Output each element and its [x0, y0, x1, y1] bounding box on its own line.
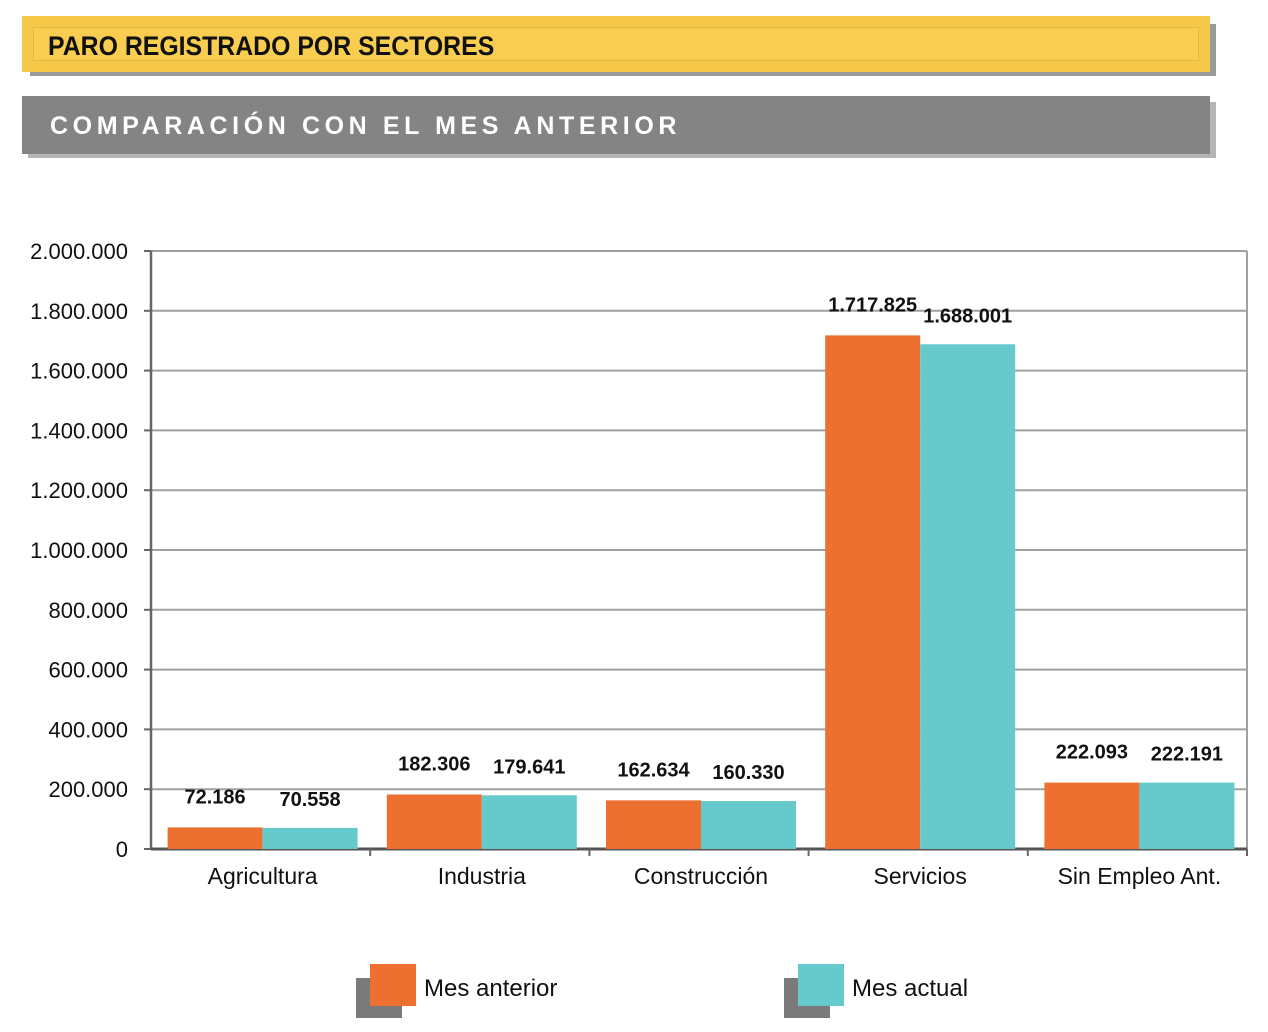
- bar-mes-actual: [920, 344, 1016, 849]
- bar-mes-actual: [481, 795, 577, 849]
- y-tick-label: 800.000: [48, 598, 128, 623]
- y-tick-label: 1.800.000: [30, 299, 128, 324]
- y-tick-label: 2.000.000: [30, 239, 128, 264]
- bar-mes-actual: [262, 827, 358, 849]
- subtitle-banner: COMPARACIÓN CON EL MES ANTERIOR: [22, 96, 1218, 158]
- data-label: 222.093: [1056, 742, 1128, 764]
- bar-mes-anterior: [606, 800, 701, 849]
- legend-swatch-mes-actual: [798, 964, 844, 1006]
- data-label: 72.186: [185, 786, 246, 808]
- category-label: Construcción: [634, 863, 768, 889]
- data-label: 222.191: [1151, 744, 1223, 766]
- bar-mes-actual: [1139, 782, 1235, 849]
- legend-swatch-mes-anterior: [370, 964, 416, 1006]
- y-tick-label: 1.400.000: [30, 418, 128, 443]
- data-label: 1.717.825: [828, 294, 917, 316]
- y-tick-label: 400.000: [48, 717, 128, 742]
- category-label: Agricultura: [208, 863, 318, 889]
- y-tick-label: 1.000.000: [30, 538, 128, 563]
- page-title: PARO REGISTRADO POR SECTORES: [48, 31, 495, 61]
- bar-mes-anterior: [167, 827, 263, 849]
- bar-mes-anterior: [825, 335, 921, 849]
- data-label: 1.688.001: [923, 305, 1012, 327]
- y-tick-label: 1.200.000: [30, 478, 128, 503]
- y-tick-label: 1.600.000: [30, 359, 128, 384]
- data-label: 70.558: [280, 789, 341, 811]
- legend-label-mes-actual: Mes actual: [852, 975, 969, 1002]
- data-label: 160.330: [712, 762, 784, 784]
- bar-mes-anterior: [1044, 782, 1140, 849]
- y-tick-label: 200.000: [48, 777, 128, 802]
- title-banner: PARO REGISTRADO POR SECTORES: [22, 16, 1218, 78]
- subtitle-banner-face: [22, 96, 1210, 154]
- data-label: 162.634: [617, 759, 690, 781]
- legend-label-mes-anterior: Mes anterior: [424, 975, 558, 1002]
- data-label: 182.306: [398, 753, 470, 775]
- bar-mes-actual: [701, 801, 796, 849]
- title-banner-inner: [33, 27, 1199, 61]
- category-label: Industria: [438, 863, 526, 889]
- y-tick-label: 600.000: [48, 658, 128, 683]
- title-banner-face: [22, 16, 1210, 72]
- category-label: Servicios: [874, 863, 967, 889]
- data-label: 179.641: [493, 756, 565, 778]
- category-label: Sin Empleo Ant.: [1058, 863, 1222, 889]
- bar-mes-anterior: [386, 794, 482, 849]
- page-subtitle: COMPARACIÓN CON EL MES ANTERIOR: [50, 112, 682, 140]
- y-tick-label: 0: [116, 837, 128, 862]
